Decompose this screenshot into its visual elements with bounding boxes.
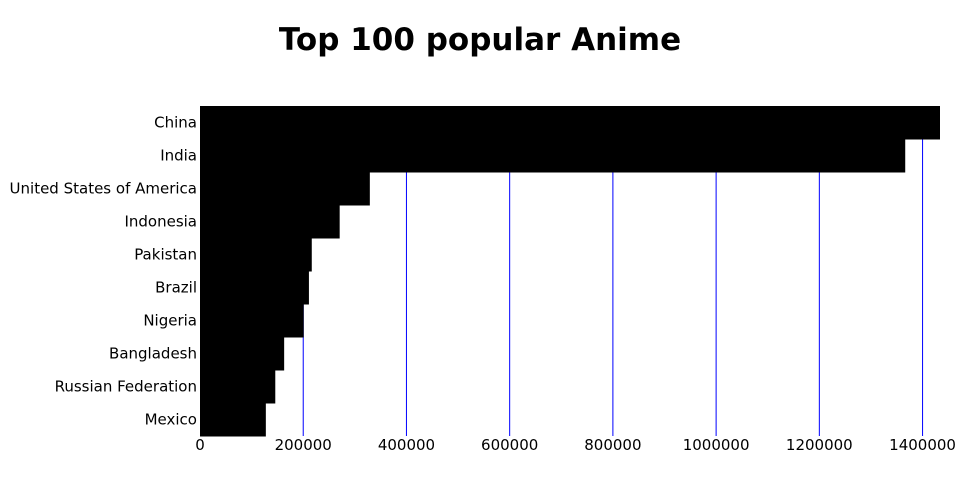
category-label: United States of America bbox=[10, 180, 197, 198]
category-label: Bangladesh bbox=[109, 345, 197, 363]
x-tick-label: 1200000 bbox=[786, 436, 853, 454]
x-tick-label: 400000 bbox=[378, 436, 435, 454]
bar bbox=[200, 205, 340, 239]
x-tick-label: 600000 bbox=[481, 436, 538, 454]
category-label: Brazil bbox=[155, 279, 197, 297]
category-label: Indonesia bbox=[124, 213, 197, 231]
bar bbox=[200, 403, 266, 437]
category-label: India bbox=[160, 147, 197, 165]
bar bbox=[200, 238, 312, 272]
category-label: Pakistan bbox=[134, 246, 197, 264]
x-tick-label: 200000 bbox=[275, 436, 332, 454]
bar bbox=[200, 337, 285, 371]
x-tick-label: 0 bbox=[195, 436, 205, 454]
x-tick-labels: 0 200000 400000 600000 800000 1000000 1200000 1… bbox=[195, 436, 956, 454]
category-labels: China India United States of America Indone… bbox=[10, 114, 197, 429]
bar bbox=[200, 106, 940, 140]
bars bbox=[200, 106, 940, 437]
category-label: Russian Federation bbox=[55, 378, 197, 396]
bar bbox=[200, 139, 906, 173]
x-tick-label: 1400000 bbox=[889, 436, 956, 454]
bar bbox=[200, 370, 276, 404]
category-label: China bbox=[154, 114, 197, 132]
bar bbox=[200, 172, 370, 206]
category-label: Nigeria bbox=[143, 312, 197, 330]
category-label: Mexico bbox=[145, 411, 197, 429]
x-tick-label: 1000000 bbox=[683, 436, 750, 454]
bar bbox=[200, 304, 304, 338]
chart-title: Top 100 popular Anime bbox=[278, 22, 682, 58]
bar bbox=[200, 271, 309, 305]
x-tick-label: 800000 bbox=[584, 436, 641, 454]
